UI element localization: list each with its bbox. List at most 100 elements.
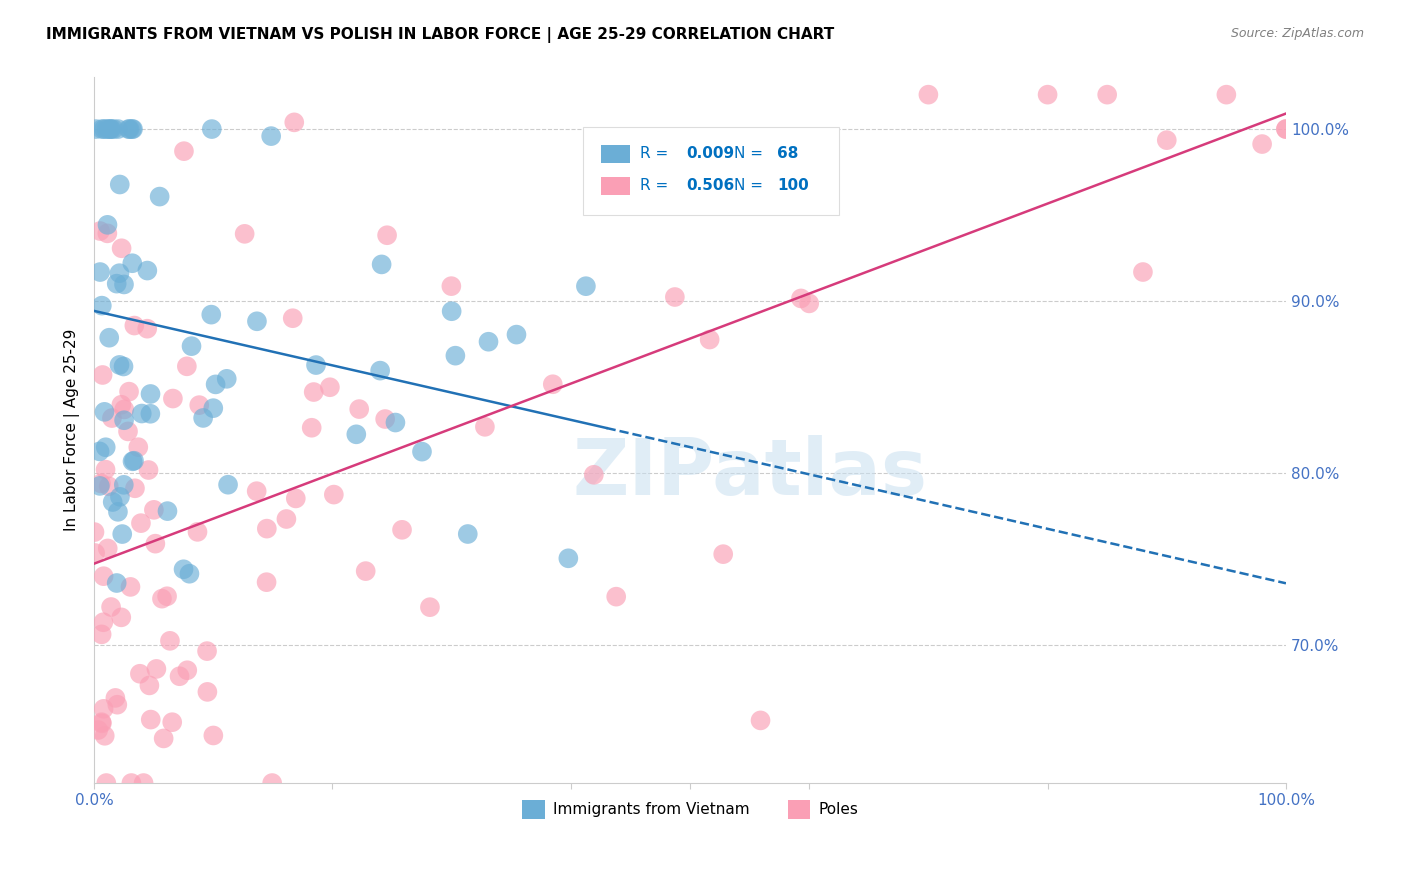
Point (202, 729, 225, 743)
Point (100, 122, 122, 136)
Point (575, 279, 598, 293)
Point (122, 454, 145, 468)
Text: 0.506: 0.506 (686, 178, 735, 193)
Point (246, 484, 269, 499)
Point (689, 173, 711, 187)
Point (107, 122, 129, 136)
Point (191, 411, 214, 425)
Point (139, 407, 162, 421)
Point (215, 372, 238, 386)
Point (96, 122, 118, 136)
Point (94, 462, 117, 476)
Point (284, 491, 307, 506)
Point (120, 580, 142, 594)
Point (128, 666, 150, 681)
Point (262, 776, 284, 790)
FancyBboxPatch shape (582, 127, 839, 215)
Point (142, 503, 165, 517)
Point (156, 589, 179, 603)
Point (122, 122, 145, 136)
Point (749, 714, 772, 728)
Text: Source: ZipAtlas.com: Source: ZipAtlas.com (1230, 27, 1364, 40)
Point (186, 524, 208, 539)
Point (105, 698, 128, 712)
Point (1275, 122, 1298, 136)
Point (83, 524, 105, 539)
Point (256, 575, 278, 590)
Point (799, 296, 821, 310)
Text: R =: R = (640, 146, 673, 161)
Point (93, 702, 115, 716)
Point (681, 193, 703, 207)
Point (97, 541, 120, 556)
Point (322, 487, 344, 501)
Point (179, 566, 201, 581)
Point (790, 292, 813, 306)
Point (319, 380, 342, 394)
Text: R =: R = (640, 178, 673, 193)
Point (202, 401, 225, 416)
Point (305, 358, 328, 372)
Point (391, 523, 413, 537)
Point (96, 218, 118, 232)
Point (84, 546, 107, 560)
Text: N =: N = (734, 146, 768, 161)
Point (104, 690, 127, 705)
Point (643, 174, 665, 188)
Point (233, 227, 256, 241)
Point (117, 425, 139, 439)
Point (477, 334, 499, 349)
Point (200, 308, 222, 322)
Point (440, 304, 463, 318)
Point (110, 398, 132, 412)
Y-axis label: In Labor Force | Age 25-29: In Labor Force | Age 25-29 (65, 329, 80, 532)
Point (160, 715, 183, 730)
Text: 68: 68 (778, 146, 799, 161)
Point (156, 504, 179, 518)
Point (89, 224, 111, 238)
Point (256, 522, 278, 536)
Point (105, 576, 128, 591)
Point (96, 227, 118, 241)
Point (93, 405, 115, 419)
Point (368, 363, 391, 377)
Point (541, 377, 564, 392)
Text: ZIPatlas: ZIPatlas (572, 434, 927, 510)
Point (96, 776, 118, 790)
Point (107, 505, 129, 519)
Point (152, 731, 174, 746)
Point (664, 290, 686, 304)
Point (124, 318, 146, 333)
Point (145, 662, 167, 676)
Point (374, 412, 396, 426)
Point (173, 562, 195, 576)
Point (197, 685, 219, 699)
Point (150, 591, 173, 606)
Point (94, 729, 117, 743)
Point (93, 122, 115, 136)
Point (100, 600, 122, 615)
Point (1132, 265, 1154, 279)
Point (173, 144, 195, 158)
Point (136, 263, 159, 277)
Point (505, 327, 527, 342)
Point (143, 536, 166, 550)
Point (124, 481, 146, 495)
Point (127, 440, 149, 454)
Point (139, 713, 162, 727)
Point (217, 477, 239, 491)
Point (97, 122, 120, 136)
Point (108, 490, 131, 504)
Point (89, 444, 111, 458)
Point (121, 256, 143, 270)
Point (101, 411, 124, 425)
Point (138, 463, 160, 477)
Point (375, 228, 398, 243)
Point (100, 122, 122, 136)
Point (204, 377, 226, 392)
Point (112, 277, 135, 292)
Point (132, 776, 155, 790)
Point (90, 122, 112, 136)
Point (131, 407, 153, 421)
Point (117, 122, 139, 136)
